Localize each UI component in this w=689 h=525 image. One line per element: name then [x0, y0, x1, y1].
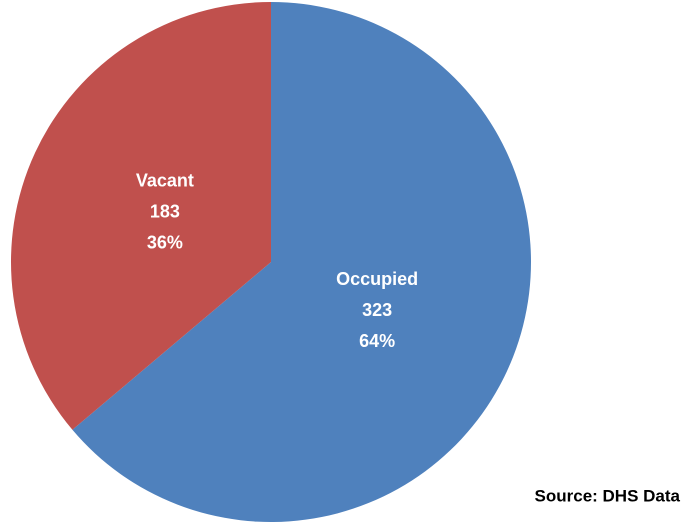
pie-slice — [11, 2, 272, 430]
source-note: Source: DHS Data — [535, 486, 681, 505]
slice-value: 183 — [150, 201, 180, 221]
slice-value: 323 — [362, 300, 392, 320]
slice-percent: 36% — [147, 232, 183, 252]
slice-percent: 64% — [359, 331, 395, 351]
pie-slice — [72, 2, 531, 523]
slice-label: Occupied — [336, 269, 418, 289]
slice-label: Vacant — [136, 170, 194, 190]
